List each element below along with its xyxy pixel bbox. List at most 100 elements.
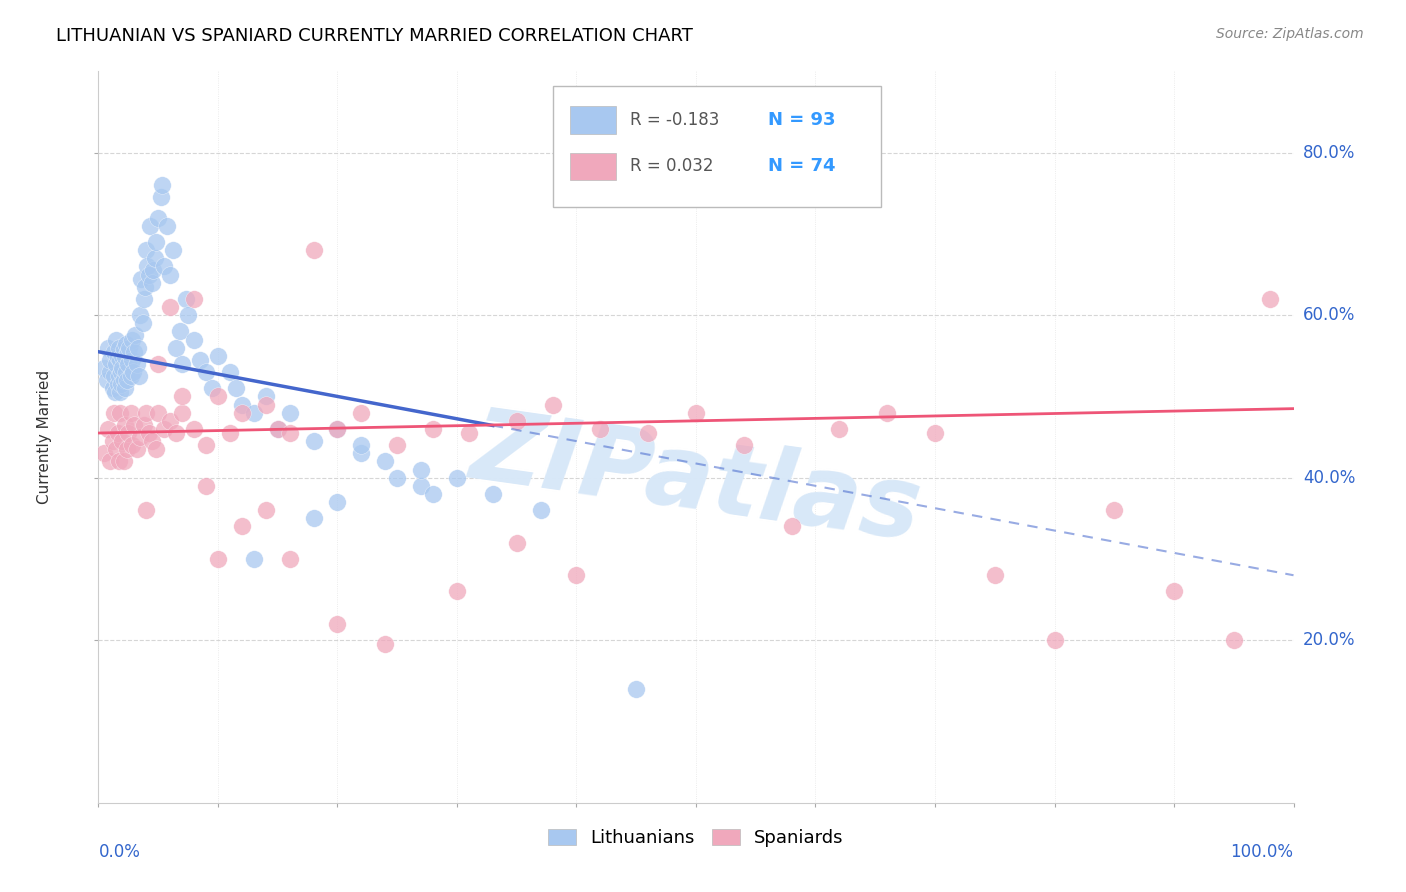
Text: 20.0%: 20.0% <box>1303 632 1355 649</box>
Point <box>134 279 156 293</box>
Point <box>148 357 170 371</box>
Point <box>120 406 142 420</box>
Point <box>103 369 125 384</box>
Point <box>685 406 707 420</box>
Point <box>138 268 160 282</box>
Point <box>98 365 122 379</box>
Text: 80.0%: 80.0% <box>1303 144 1355 161</box>
Point <box>374 454 396 468</box>
Text: N = 93: N = 93 <box>768 112 835 129</box>
Point <box>267 422 290 436</box>
Point <box>541 398 564 412</box>
Point <box>108 352 131 367</box>
Point <box>97 422 120 436</box>
Point <box>183 292 205 306</box>
Point <box>120 369 142 384</box>
Point <box>117 344 139 359</box>
Point <box>125 357 148 371</box>
Legend: Lithuanians, Spaniards: Lithuanians, Spaniards <box>540 820 852 856</box>
Text: 40.0%: 40.0% <box>1303 468 1355 487</box>
Point <box>733 438 755 452</box>
Point <box>422 422 444 436</box>
Point <box>195 479 218 493</box>
Point <box>219 425 242 440</box>
Point <box>302 434 325 449</box>
Point <box>254 398 277 412</box>
Point <box>374 637 396 651</box>
Point <box>458 425 481 440</box>
Point <box>1104 503 1126 517</box>
Point <box>127 341 149 355</box>
Point <box>101 434 124 449</box>
Point <box>121 438 143 452</box>
Point <box>422 487 444 501</box>
Text: Currently Married: Currently Married <box>37 370 52 504</box>
Point <box>124 344 146 359</box>
Point <box>145 235 167 249</box>
Text: N = 74: N = 74 <box>768 158 835 176</box>
Point <box>1043 633 1066 648</box>
Point <box>219 365 242 379</box>
Point <box>150 178 173 193</box>
Point <box>145 442 167 457</box>
Point <box>115 373 138 387</box>
Point <box>108 385 131 400</box>
Point <box>446 584 468 599</box>
FancyBboxPatch shape <box>553 86 882 207</box>
Point <box>169 325 191 339</box>
Point <box>589 422 612 436</box>
Point <box>201 381 224 395</box>
Point <box>481 487 505 501</box>
Point <box>107 341 129 355</box>
Point <box>243 552 266 566</box>
Point <box>183 333 205 347</box>
Point <box>139 219 162 233</box>
Point <box>183 422 205 436</box>
Text: R = 0.032: R = 0.032 <box>630 158 714 176</box>
Point <box>162 243 184 257</box>
Point <box>231 406 253 420</box>
Point <box>105 442 128 457</box>
Point <box>112 373 135 387</box>
Point <box>96 373 118 387</box>
Point <box>141 434 163 449</box>
Point <box>165 425 187 440</box>
Point <box>149 190 172 204</box>
Point <box>107 351 129 365</box>
Point <box>98 454 122 468</box>
Point <box>385 471 409 485</box>
Point <box>626 681 648 696</box>
Point <box>195 365 218 379</box>
Point <box>112 343 135 357</box>
Point <box>326 422 349 436</box>
Point <box>254 389 277 403</box>
Point <box>159 268 181 282</box>
Point <box>117 357 139 371</box>
Point <box>101 381 124 395</box>
Text: ZIPatlas: ZIPatlas <box>465 401 927 560</box>
Point <box>110 377 132 392</box>
Point <box>165 341 187 355</box>
Point <box>148 406 170 420</box>
Point <box>411 462 433 476</box>
Point <box>153 422 176 436</box>
Point <box>207 552 229 566</box>
Text: LITHUANIAN VS SPANIARD CURRENTLY MARRIED CORRELATION CHART: LITHUANIAN VS SPANIARD CURRENTLY MARRIED… <box>56 27 693 45</box>
Point <box>114 381 136 395</box>
Point <box>115 442 138 457</box>
Point <box>153 260 176 274</box>
Point <box>278 552 301 566</box>
Point <box>506 535 529 549</box>
Point <box>159 300 181 314</box>
Point <box>129 430 152 444</box>
Point <box>97 341 120 355</box>
Point <box>135 243 157 257</box>
Point <box>129 308 152 322</box>
Point <box>121 333 143 347</box>
Point <box>103 344 125 359</box>
Point <box>1163 584 1185 599</box>
FancyBboxPatch shape <box>571 153 616 180</box>
Point <box>254 503 277 517</box>
Point <box>326 495 349 509</box>
Point <box>107 425 129 440</box>
